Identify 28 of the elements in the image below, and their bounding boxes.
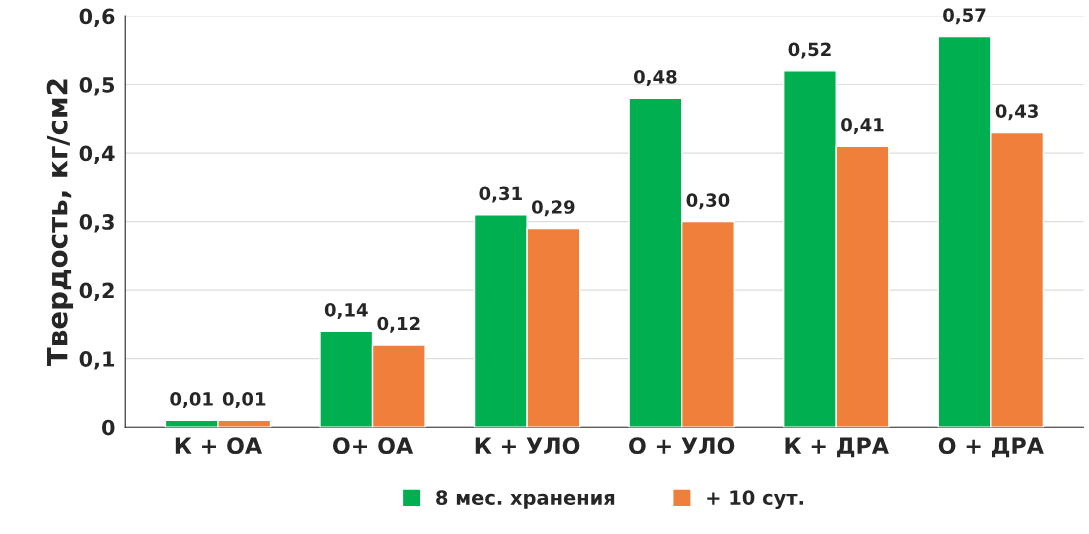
data-label: 0,43 [995,104,1038,121]
x-tick-label: К + УЛО [475,437,580,455]
x-tick-label: О + УЛО [629,437,735,455]
x-tick-label: О+ ОА [332,437,414,455]
y-tick-label: 0,2 [79,282,114,302]
y-tick-label: 0,5 [79,77,115,96]
data-label: 0,30 [686,193,730,210]
data-label: 0,14 [324,302,368,319]
data-label: 0,48 [633,69,677,86]
y-tick-label: 0,4 [79,145,115,164]
data-label: 0,12 [377,316,420,333]
data-label: 0,31 [479,186,522,203]
x-tick-label: О + ДРА [938,437,1044,458]
data-label: 0,01 [170,392,213,409]
data-label: 0,41 [841,117,884,134]
legend-label: 8 мес. хранения [436,490,615,509]
data-label: 0,01 [222,392,266,409]
y-tick-label: 0,6 [79,8,115,27]
y-tick-label: 0 [102,419,115,436]
y-tick-label: 0,3 [79,214,114,233]
x-tick-label: К + ДРА [785,437,889,458]
data-label: 0,52 [788,42,831,59]
data-label: 0,57 [943,8,986,25]
x-tick-label: К + ОА [175,437,263,455]
y-tick-label: 0,1 [79,351,115,370]
data-label: 0,29 [531,200,575,217]
y-axis-title: Твердость, кг/см2 [46,79,74,367]
legend-label: + 10 сут. [707,490,803,509]
